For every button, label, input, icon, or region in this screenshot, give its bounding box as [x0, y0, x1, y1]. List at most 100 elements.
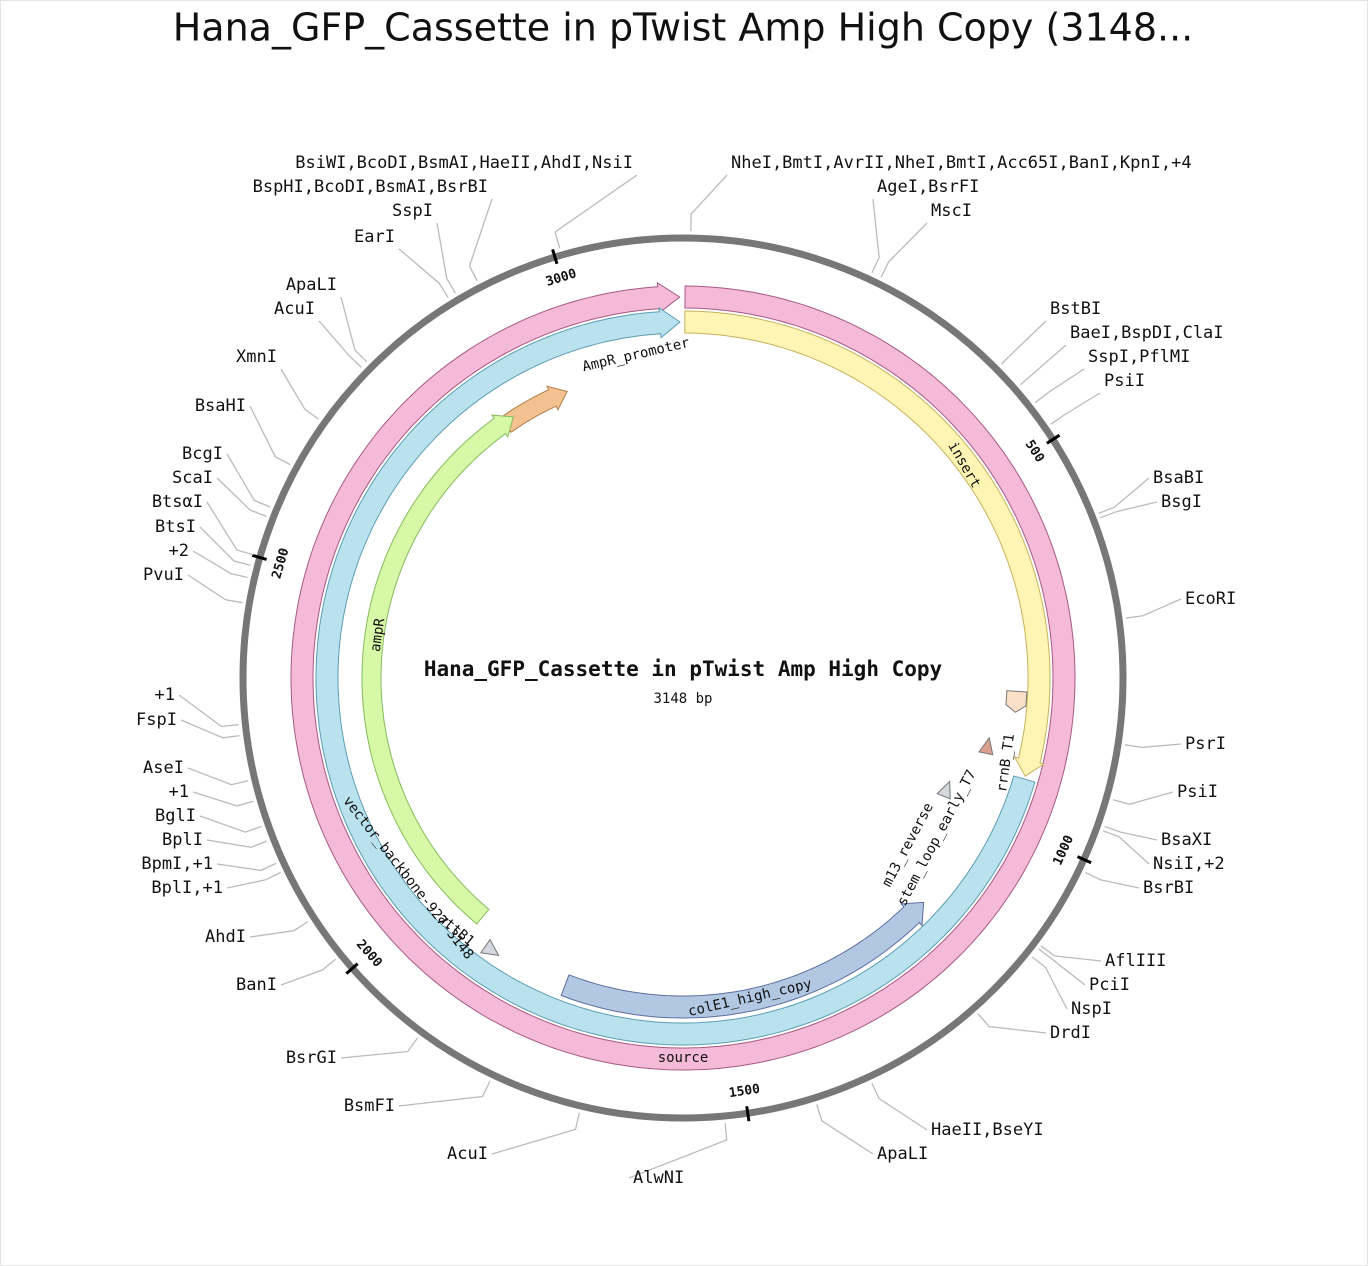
- enzyme-label: AlwNI: [633, 1168, 684, 1188]
- enzyme-label: BglI: [155, 806, 196, 826]
- enzyme-leader: [1104, 825, 1158, 841]
- feature-source: [290, 281, 1076, 1071]
- enzyme-label: BplI,+1: [151, 878, 223, 898]
- enzyme-leader: [226, 453, 271, 508]
- enzyme-leader: [199, 526, 251, 566]
- enzyme-leader: [871, 1082, 928, 1131]
- enzyme-leader: [1038, 948, 1086, 986]
- enzyme-label: SspI: [392, 201, 433, 221]
- feature-cole1: [560, 901, 925, 1019]
- enzyme-leader: [340, 1037, 419, 1059]
- feature-rrnb: [1005, 690, 1028, 713]
- enzyme-leader: [216, 862, 277, 872]
- tick-mark: [1076, 855, 1092, 865]
- enzyme-leader: [871, 198, 880, 274]
- enzyme-leader: [880, 222, 928, 278]
- enzyme-leader: [1034, 368, 1085, 404]
- enzyme-label: BtsI: [155, 517, 196, 537]
- feature-ampr-promoter: [499, 385, 568, 433]
- enzyme-label: ScaI: [172, 468, 213, 488]
- enzyme-label: BsgI: [1161, 492, 1202, 512]
- enzyme-label: BpmI,+1: [141, 854, 213, 874]
- enzyme-label: MscI: [931, 201, 972, 221]
- enzyme-leader: [226, 871, 281, 889]
- enzyme-label: PsiI: [1104, 371, 1145, 391]
- enzyme-label: NspI: [1071, 999, 1112, 1019]
- enzyme-label: +2: [169, 541, 189, 561]
- enzyme-label: +1: [155, 685, 175, 705]
- feature-label: ampR: [368, 617, 389, 653]
- enzyme-label: ApaLI: [877, 1144, 928, 1164]
- backbone-circle: [239, 234, 1127, 1122]
- enzyme-label: FspI: [136, 710, 177, 730]
- map-length: 3148 bp: [653, 691, 712, 707]
- enzyme-label: AgeI,BsrFI: [877, 177, 979, 197]
- enzyme-leader: [1098, 477, 1150, 515]
- enzyme-leader: [1040, 945, 1102, 962]
- enzyme-leader: [1102, 830, 1150, 865]
- enzyme-leader: [1050, 392, 1101, 425]
- enzyme-label: BstBI: [1050, 299, 1101, 319]
- enzyme-label: HaeII,BseYI: [931, 1120, 1044, 1140]
- enzyme-leader: [468, 198, 493, 282]
- enzyme-leader: [977, 1013, 1047, 1034]
- enzyme-label: PvuI: [143, 565, 184, 585]
- enzyme-leader: [1085, 871, 1140, 889]
- enzyme-leader: [1125, 598, 1182, 619]
- enzyme-label: AseI: [143, 758, 184, 778]
- feature-label: source: [658, 1050, 709, 1066]
- enzyme-leader: [340, 296, 368, 363]
- enzyme-label: PciI: [1089, 975, 1130, 995]
- feature-m13: [936, 780, 951, 800]
- enzyme-leader: [816, 1104, 874, 1155]
- enzyme-leader: [206, 501, 254, 556]
- enzyme-leader: [187, 574, 243, 604]
- enzyme-label: BspHI,BcoDI,BsmAI,BsrBI: [253, 177, 488, 197]
- enzyme-leader: [1124, 743, 1182, 749]
- enzyme-label: BplI: [162, 830, 203, 850]
- enzyme-leader: [192, 791, 254, 807]
- enzyme-label: BsmFI: [344, 1096, 395, 1116]
- enzyme-leader: [187, 767, 249, 786]
- feature-stem-loop: [978, 736, 994, 756]
- page-title: Hana_GFP_Cassette in pTwist Amp High Cop…: [173, 6, 1194, 50]
- enzyme-label: BsaXI: [1161, 830, 1212, 850]
- enzyme-leader: [249, 920, 309, 938]
- enzyme-leader: [398, 1080, 491, 1107]
- enzyme-label: BtsαI: [152, 492, 203, 512]
- enzyme-label: AflIII: [1105, 951, 1166, 971]
- enzyme-label: NheI,BmtI,AvrII,NheI,BmtI,Acc65I,BanI,Kp…: [731, 153, 1192, 173]
- tick-mark: [745, 1106, 751, 1122]
- enzyme-leader: [1000, 320, 1047, 365]
- enzyme-label: AcuI: [274, 299, 315, 319]
- enzyme-label: BsrBI: [1143, 878, 1194, 898]
- enzyme-label: BsaBI: [1153, 468, 1204, 488]
- enzyme-leader: [554, 174, 638, 249]
- map-name: Hana_GFP_Cassette in pTwist Amp High Cop…: [424, 657, 943, 681]
- enzyme-leader: [318, 320, 362, 368]
- feature-ampr: [361, 414, 514, 925]
- enzyme-leader: [491, 1112, 581, 1155]
- enzyme-label: EarI: [354, 227, 395, 247]
- feature-insert: [684, 310, 1051, 777]
- enzyme-label: XmnI: [236, 347, 277, 367]
- enzyme-leader: [199, 815, 262, 833]
- enzyme-label: DrdI: [1050, 1023, 1091, 1043]
- enzyme-label: +1: [169, 782, 189, 802]
- enzyme-leader: [178, 694, 239, 728]
- enzyme-leader: [1019, 344, 1067, 386]
- enzyme-label: SspI,PflMI: [1088, 347, 1190, 367]
- enzyme-label: BanI: [236, 975, 277, 995]
- tick-mark: [345, 962, 359, 975]
- enzyme-leader: [398, 248, 449, 299]
- enzyme-leader: [690, 174, 728, 232]
- tick-mark: [551, 248, 559, 265]
- enzyme-label: BsiWI,BcoDI,BsmAI,HaeII,AhdI,NsiI: [295, 153, 633, 173]
- feature-vector-backbone: [315, 306, 1036, 1046]
- enzyme-label: AhdI: [205, 927, 246, 947]
- enzyme-label: PsiI: [1177, 782, 1218, 802]
- enzyme-label: ApaLI: [286, 275, 337, 295]
- enzyme-leader: [1112, 791, 1174, 805]
